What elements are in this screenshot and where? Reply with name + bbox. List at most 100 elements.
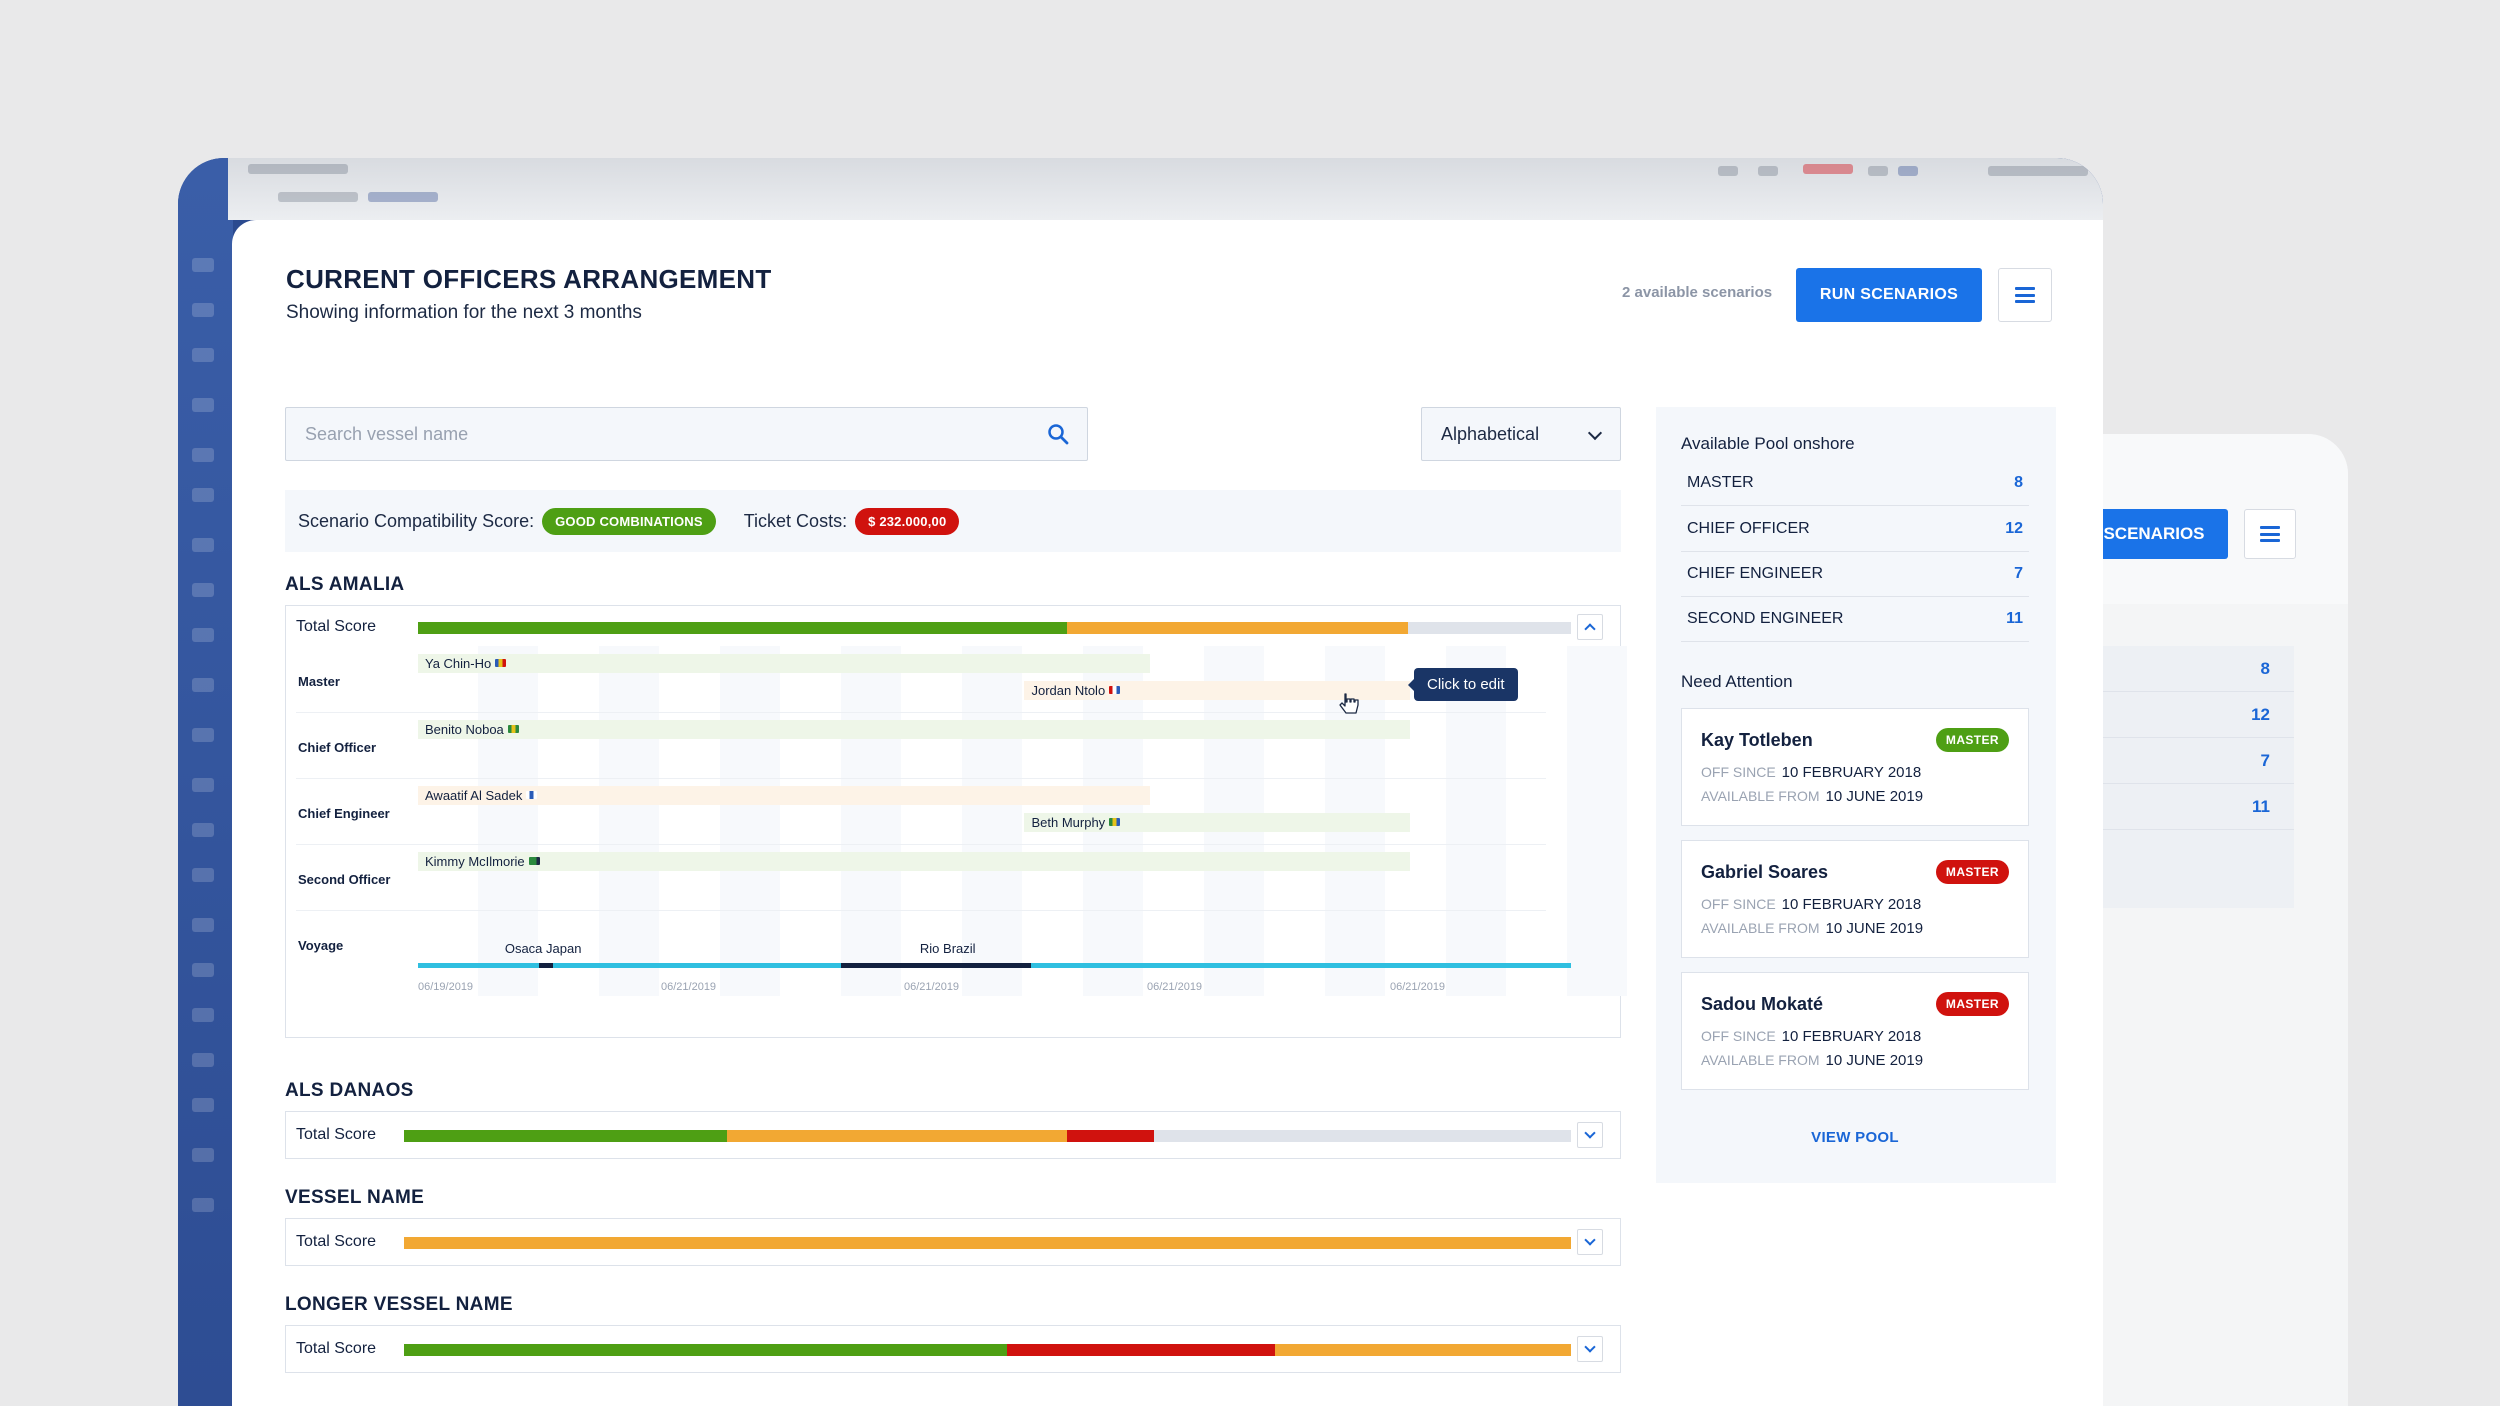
expand-button[interactable] <box>1577 1336 1603 1362</box>
sidebar-icon[interactable] <box>192 678 214 692</box>
gantt-grid-column <box>720 646 780 996</box>
available-from-line: AVAILABLE FROM 10 JUNE 2019 <box>1701 920 1923 937</box>
flag-icon <box>1109 818 1121 826</box>
sidebar-icon[interactable] <box>192 398 214 412</box>
officer-bar[interactable] <box>418 786 1151 805</box>
sort-selected-value: Alphabetical <box>1441 423 1540 444</box>
hand-cursor-icon <box>1339 693 1359 714</box>
role-label: Chief Officer <box>298 740 377 755</box>
role-badge: MASTER <box>1935 992 2009 1016</box>
pool-role: CHIEF ENGINEER <box>1687 565 1824 582</box>
compat-badge: GOOD COMBINATIONS <box>542 507 716 535</box>
sidebar-icon[interactable] <box>192 868 214 882</box>
officer-bar[interactable] <box>1024 813 1410 832</box>
available-from-line: AVAILABLE FROM 10 JUNE 2019 <box>1701 1052 1923 1069</box>
sidebar-icon[interactable] <box>192 728 214 742</box>
vessel-title: ALS DANAOS <box>285 1080 414 1101</box>
sidebar-icon[interactable] <box>192 1198 214 1212</box>
sidebar-icon[interactable] <box>192 1053 214 1067</box>
gantt-grid-column <box>1567 646 1627 996</box>
flag-icon <box>526 791 538 799</box>
sidebar-icon[interactable] <box>192 538 214 552</box>
page-title: CURRENT OFFICERS ARRANGEMENT <box>286 264 772 294</box>
row-separator <box>296 712 1546 713</box>
total-score-bar <box>404 1130 1571 1142</box>
available-from-value: 10 JUNE 2019 <box>1825 788 1924 805</box>
pool-row[interactable]: CHIEF ENGINEER 7 <box>1681 552 2029 597</box>
attention-card[interactable]: Sadou Mokaté MASTER OFF SINCE 10 FEBRUARY… <box>1681 972 2029 1090</box>
sidebar-icon[interactable] <box>192 963 214 977</box>
pool-row[interactable]: MASTER 8 <box>1681 461 2029 506</box>
attention-card[interactable]: Gabriel Soares MASTER OFF SINCE 10 FEBRUA… <box>1681 840 2029 958</box>
collapse-button[interactable] <box>1577 614 1603 640</box>
main-content: CURRENT OFFICERS ARRANGEMENT Showing inf… <box>232 220 2103 1406</box>
total-score-bar <box>418 622 1571 634</box>
ticket-badge: $ 232.000,00 <box>855 507 960 535</box>
officer-bar[interactable] <box>418 720 1410 739</box>
officer-bar[interactable] <box>418 852 1410 871</box>
flag-icon <box>495 659 507 667</box>
available-from-value: 10 JUNE 2019 <box>1825 1052 1924 1069</box>
score-segment-orange <box>404 1237 1571 1249</box>
chevron-up-icon <box>1584 623 1596 635</box>
sidebar-icon[interactable] <box>192 488 214 502</box>
officer-bar[interactable] <box>418 654 1151 673</box>
expand-button[interactable] <box>1577 1122 1603 1148</box>
score-segment-orange <box>1067 622 1409 634</box>
officer-bar[interactable] <box>1024 681 1410 700</box>
pool-role: SECOND ENGINEER <box>1687 610 1844 627</box>
sidebar-icon[interactable] <box>192 1098 214 1112</box>
available-from-label: AVAILABLE FROM <box>1701 1052 1820 1068</box>
off-since-line: OFF SINCE 10 FEBRUARY 2018 <box>1701 1028 1921 1045</box>
topbar-blurred-item <box>1758 166 1778 176</box>
pool-row[interactable]: SECOND ENGINEER 11 <box>1681 597 2029 642</box>
background-pool-row: 12 <box>2080 692 2294 738</box>
topbar-blurred-item <box>1868 166 1888 176</box>
background-menu-button <box>2244 509 2296 559</box>
date-tick-label: 06/21/2019 <box>1147 981 1203 993</box>
topbar-blurred-item <box>1803 164 1853 174</box>
role-label: Voyage <box>298 938 344 953</box>
background-pool-row: 11 <box>2080 784 2294 830</box>
topbar-blurred-item <box>368 192 438 202</box>
role-label: Second Officer <box>298 872 391 887</box>
sidebar-icon[interactable] <box>192 583 214 597</box>
date-tick-label: 06/21/2019 <box>904 981 960 993</box>
sidebar-icon[interactable] <box>192 823 214 837</box>
run-scenarios-button[interactable]: RUN SCENARIOS <box>1796 268 1982 322</box>
officer-name: Benito Noboa <box>425 722 519 737</box>
sidebar-icon[interactable] <box>192 448 214 462</box>
expand-button[interactable] <box>1577 1229 1603 1255</box>
date-tick-label: 06/21/2019 <box>661 981 717 993</box>
available-from-label: AVAILABLE FROM <box>1701 920 1820 936</box>
search-input[interactable] <box>286 408 1026 460</box>
total-score-label: Total Score <box>296 1126 377 1143</box>
sidebar-icon[interactable] <box>192 778 214 792</box>
total-score-bar <box>404 1237 1571 1249</box>
officer-name: Ya Chin-Ho <box>425 656 507 671</box>
score-segment-green <box>404 1130 728 1142</box>
sort-select[interactable]: Alphabetical <box>1421 407 1621 461</box>
sidebar-icon[interactable] <box>192 1008 214 1022</box>
officer-name: Beth Murphy <box>1031 815 1121 830</box>
pool-role: MASTER <box>1687 474 1754 491</box>
menu-button[interactable] <box>1998 268 2052 322</box>
search-icon[interactable] <box>1047 423 1069 445</box>
sidebar-icon[interactable] <box>192 1148 214 1162</box>
sidebar-icon[interactable] <box>192 303 214 317</box>
pool-row[interactable]: CHIEF OFFICER 12 <box>1681 507 2029 552</box>
attention-card[interactable]: Kay Totleben MASTER OFF SINCE 10 FEBRUARY… <box>1681 708 2029 826</box>
sidebar-icon[interactable] <box>192 348 214 362</box>
sidebar-icon[interactable] <box>192 258 214 272</box>
sidebar-icon[interactable] <box>192 918 214 932</box>
flag-icon <box>1109 686 1121 694</box>
available-from-label: AVAILABLE FROM <box>1701 788 1820 804</box>
sidebar-icon[interactable] <box>192 628 214 642</box>
vessel-title: LONGER VESSEL NAME <box>285 1294 513 1315</box>
row-separator <box>296 844 1546 845</box>
app-sidebar <box>178 158 233 1406</box>
score-segment-orange <box>1274 1344 1571 1356</box>
pool-panel: Available Pool onshore MASTER 8 CHIEF OF… <box>1656 407 2056 1183</box>
role-badge: MASTER <box>1935 860 2009 884</box>
view-pool-link[interactable]: VIEW POOL <box>1811 1129 1899 1146</box>
